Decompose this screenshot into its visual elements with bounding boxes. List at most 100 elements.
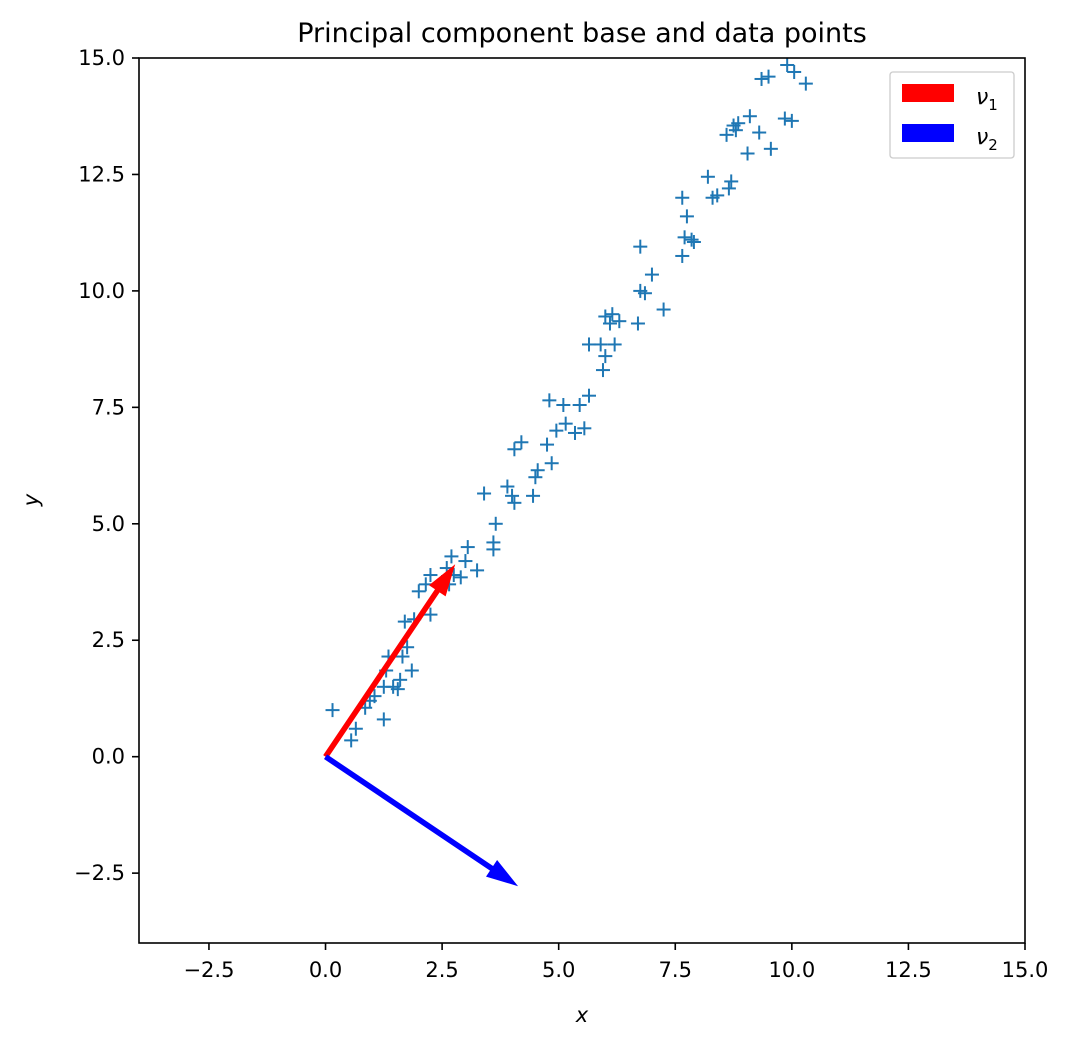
data-point <box>444 549 459 564</box>
data-point <box>780 57 795 72</box>
y-tick-label: 0.0 <box>92 745 125 769</box>
data-point <box>348 721 363 736</box>
x-tick-label: 10.0 <box>768 958 815 982</box>
plot-area-frame <box>138 57 1026 944</box>
data-point <box>526 488 541 503</box>
data-point <box>612 314 627 329</box>
data-point <box>686 234 701 249</box>
data-point <box>761 69 776 84</box>
data-point <box>549 423 564 438</box>
data-point <box>798 76 813 91</box>
data-point <box>679 209 694 224</box>
x-tick-label: 0.0 <box>309 958 342 982</box>
data-point <box>777 111 792 126</box>
data-point <box>514 435 529 450</box>
data-point <box>500 479 515 494</box>
data-point <box>763 141 778 156</box>
legend-swatch-v1 <box>902 84 954 102</box>
data-point <box>784 113 799 128</box>
data-point <box>344 733 359 748</box>
x-tick-label: 7.5 <box>659 958 692 982</box>
data-point <box>572 398 587 413</box>
data-point <box>556 398 571 413</box>
vector-arrow-v2 <box>324 754 519 887</box>
y-tick-label: −2.5 <box>74 861 125 885</box>
data-point <box>581 388 596 403</box>
data-point <box>544 456 559 471</box>
legend: ν1 ν2 <box>889 71 1015 159</box>
data-point <box>721 181 736 196</box>
data-point <box>540 437 555 452</box>
data-point <box>395 649 410 664</box>
y-tick-label: 7.5 <box>92 395 125 419</box>
y-tick-label: 10.0 <box>78 279 125 303</box>
data-point <box>593 337 608 352</box>
data-point <box>470 563 485 578</box>
x-tick-label: 5.0 <box>542 958 575 982</box>
data-point <box>568 425 583 440</box>
data-point <box>423 568 438 583</box>
data-point <box>376 712 391 727</box>
chart-marks <box>323 57 813 887</box>
data-point <box>731 116 746 131</box>
data-point <box>605 307 620 322</box>
y-tick-label: 15.0 <box>78 46 125 70</box>
data-point <box>675 190 690 205</box>
data-point <box>607 337 622 352</box>
data-point <box>595 363 610 378</box>
data-point <box>397 614 412 629</box>
data-point <box>390 682 405 697</box>
data-point <box>728 123 743 138</box>
x-axis-label: x <box>575 1003 589 1027</box>
legend-swatch-v2 <box>902 124 954 142</box>
data-point <box>404 663 419 678</box>
data-point <box>752 125 767 140</box>
data-point <box>460 540 475 555</box>
data-point <box>505 488 520 503</box>
x-tick-label: 12.5 <box>885 958 932 982</box>
x-tick-label: 15.0 <box>1002 958 1049 982</box>
data-point <box>754 71 769 86</box>
data-point <box>486 535 501 550</box>
data-point <box>458 554 473 569</box>
legend-label-v2: ν2 <box>976 125 998 154</box>
data-point <box>488 516 503 531</box>
data-point <box>453 570 468 585</box>
data-point <box>530 463 545 478</box>
data-point <box>325 703 340 718</box>
data-point <box>724 174 739 189</box>
data-point <box>637 286 652 301</box>
data-point <box>710 188 725 203</box>
y-tick-label: 12.5 <box>78 162 125 186</box>
data-point <box>677 230 692 245</box>
data-point <box>787 64 802 79</box>
data-point <box>507 495 522 510</box>
data-point <box>367 689 382 704</box>
data-point <box>630 316 645 331</box>
axis-ticks: −2.5 0.0 2.5 5.0 7.5 10.0 12.5 15.0 −2.5 0.0 2.5 5.… <box>74 46 1048 982</box>
y-axis-label: y <box>19 493 43 507</box>
data-point <box>423 607 438 622</box>
data-point <box>644 267 659 282</box>
data-point <box>598 349 613 364</box>
data-point <box>700 169 715 184</box>
data-point <box>477 486 492 501</box>
y-tick-label: 5.0 <box>92 512 125 536</box>
y-tick-label: 2.5 <box>92 628 125 652</box>
legend-label-v1: ν1 <box>976 85 998 114</box>
data-point <box>633 239 648 254</box>
data-point <box>542 393 557 408</box>
data-point <box>740 146 755 161</box>
data-point <box>684 232 699 247</box>
data-point <box>528 470 543 485</box>
x-tick-label: 2.5 <box>425 958 458 982</box>
data-point <box>558 416 573 431</box>
chart-title: Principal component base and data points <box>297 18 867 49</box>
data-point <box>602 316 617 331</box>
data-point <box>656 302 671 317</box>
data-point <box>393 672 408 687</box>
vector-arrow-v1 <box>323 564 456 759</box>
data-point <box>577 421 592 436</box>
x-tick-label: −2.5 <box>183 958 234 982</box>
